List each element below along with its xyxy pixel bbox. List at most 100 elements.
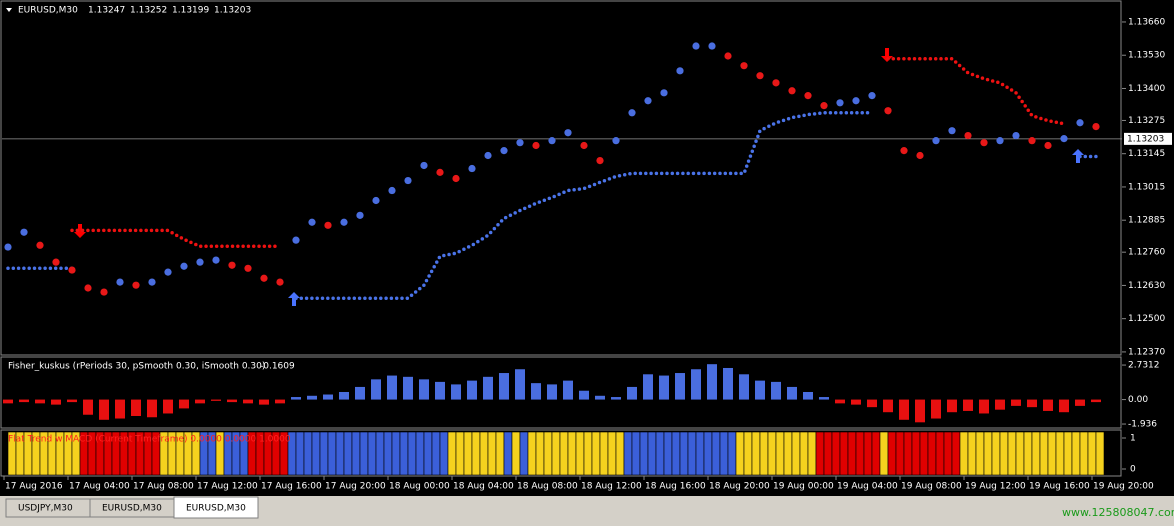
trend-bar: [463, 431, 473, 476]
ohlc-value: 1.13247: [88, 6, 125, 16]
fisher-bar: [323, 394, 333, 400]
tab[interactable]: [173, 496, 259, 519]
current-price-label: 1.13203: [1127, 134, 1164, 144]
trend-bar: [487, 431, 497, 476]
fisher-bar: [163, 399, 173, 414]
trend-bar: [303, 431, 313, 476]
trend-bar: [751, 431, 761, 476]
trend-bar: [535, 431, 545, 476]
trend-bar: [311, 431, 321, 476]
close-dot: [260, 274, 268, 282]
fisher-bar: [531, 383, 541, 400]
trend-bar: [863, 431, 873, 476]
x-tick-label: 17 Aug 04:00: [69, 482, 130, 492]
trend-bar: [847, 431, 857, 476]
trend-bar: [359, 431, 369, 476]
trend-bar: [695, 431, 705, 476]
chart-bg: [0, 0, 1174, 496]
trend-bar: [879, 431, 889, 476]
trend-bar: [399, 431, 409, 476]
close-dot: [1076, 119, 1084, 127]
ohlc-value: 1.13203: [214, 6, 251, 16]
trend-bar: [943, 431, 953, 476]
support-line: [294, 111, 874, 300]
fisher-bar: [1091, 399, 1101, 403]
trend-bar: [567, 431, 577, 476]
close-dot: [644, 97, 652, 105]
close-dot: [68, 266, 76, 274]
trend-bar: [455, 431, 465, 476]
trend-bar: [375, 431, 385, 476]
trend-bar: [335, 431, 345, 476]
x-tick-label: 19 Aug 04:00: [837, 482, 898, 492]
fisher-current: -0.1609: [260, 362, 295, 372]
close-dot: [420, 161, 428, 170]
resistance-line: [886, 57, 1066, 126]
close-dot: [772, 79, 780, 87]
fisher-bar: [371, 379, 381, 400]
trend-bar: [607, 431, 617, 476]
y-tick-label: -1.936: [1128, 420, 1157, 430]
fisher-bar: [307, 395, 317, 400]
trend-bar: [903, 431, 913, 476]
trend-bar: [767, 431, 777, 476]
trend-bar: [671, 431, 681, 476]
trend-bar: [815, 431, 825, 476]
fisher-bar: [499, 373, 509, 400]
close-dot: [948, 127, 956, 135]
trend-bar: [791, 431, 801, 476]
fisher-bar: [275, 399, 285, 404]
fisher-bar: [435, 381, 445, 400]
trend-bar: [703, 431, 713, 476]
close-dot: [1012, 131, 1020, 140]
trend-bar: [727, 431, 737, 476]
trend-bar: [975, 431, 985, 476]
close-dot: [36, 241, 44, 249]
close-dot: [292, 236, 300, 244]
fisher-bar: [1011, 399, 1021, 406]
tab-label: EURUSD,M30: [186, 504, 246, 514]
trend-bar: [631, 431, 641, 476]
close-dot: [164, 268, 172, 276]
fisher-bar: [611, 397, 621, 400]
trend-bar: [319, 431, 329, 476]
trend-bar: [511, 431, 521, 476]
fisher-bar: [835, 399, 845, 404]
trend-label: Flat Trend w MACD (Current Timeframe) 0.…: [8, 435, 291, 445]
trend-bar: [639, 431, 649, 476]
fisher-bar: [259, 399, 269, 405]
close-dot: [212, 256, 220, 264]
close-dot: [100, 288, 108, 296]
fisher-bar: [515, 369, 525, 400]
fisher-bar: [915, 399, 925, 423]
close-dot: [660, 89, 668, 97]
close-dot: [116, 278, 124, 286]
trend-bar: [559, 431, 569, 476]
trend-bar: [983, 431, 993, 476]
trend-bar: [935, 431, 945, 476]
fisher-bar: [787, 386, 797, 400]
trend-bar: [1007, 431, 1017, 476]
close-dot: [452, 174, 460, 183]
close-dot: [340, 218, 348, 226]
close-dot: [84, 284, 92, 292]
menu-arrow: [6, 8, 12, 12]
fisher-bar: [195, 399, 205, 404]
trend-bar: [1079, 431, 1089, 476]
close-dot: [276, 278, 284, 286]
trend-bar: [327, 431, 337, 476]
y-tick-label: 1.13145: [1128, 149, 1165, 159]
x-tick-label: 17 Aug 20:00: [325, 482, 386, 492]
trend-bar: [679, 431, 689, 476]
close-dot: [1092, 122, 1100, 131]
fisher-bar: [659, 375, 669, 400]
x-tick-label: 19 Aug 00:00: [773, 482, 834, 492]
close-dot: [788, 87, 796, 95]
close-dot: [372, 196, 380, 205]
x-tick-label: 17 Aug 16:00: [261, 482, 322, 492]
fisher-bar: [947, 399, 957, 413]
fisher-bar: [899, 399, 909, 420]
trend-bar: [927, 431, 937, 476]
close-dot: [900, 147, 908, 155]
